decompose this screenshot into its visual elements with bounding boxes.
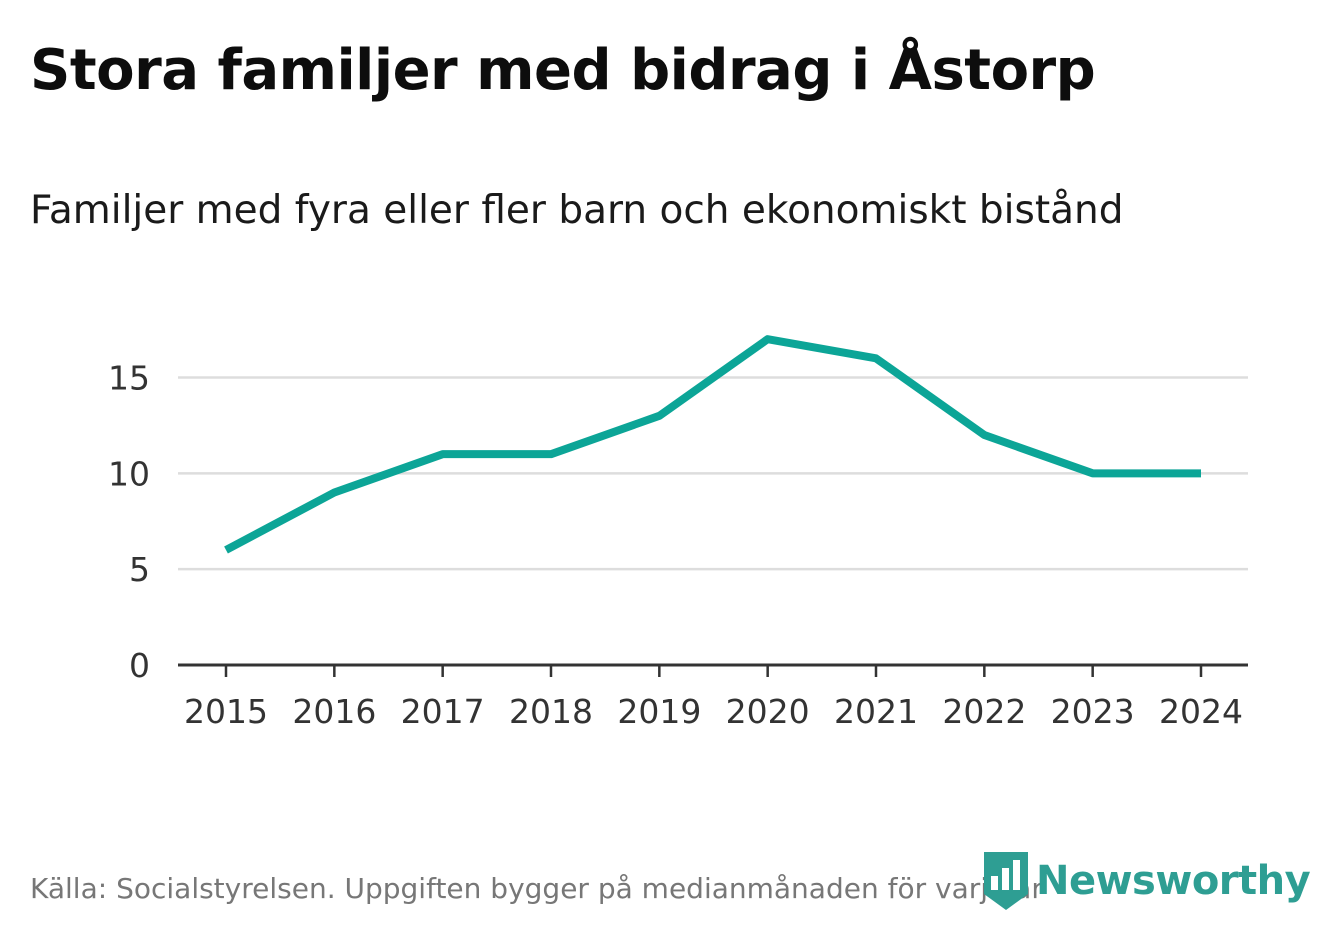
y-axis-ticks: 0 5 10 15	[108, 359, 150, 686]
x-tick-label: 2016	[292, 692, 376, 731]
series-layer	[224, 335, 1201, 554]
series-line	[224, 335, 1201, 554]
x-tick-label: 2017	[401, 692, 485, 731]
y-tick-label: 10	[108, 454, 150, 493]
x-tick-label: 2019	[617, 692, 701, 731]
x-tick-label: 2021	[834, 692, 918, 731]
x-axis-ticks: 2015 2016 2017 2018 2019 2020 2021 2022 2023 2024	[184, 665, 1243, 731]
chart-subtitle: Familjer med fyra eller fler barn och ek…	[30, 188, 1124, 233]
newsworthy-logo-text: Newsworthy	[1036, 858, 1311, 904]
y-tick-label: 0	[129, 646, 150, 685]
source-note: Källa: Socialstyrelsen. Uppgiften bygger…	[30, 872, 1043, 905]
x-tick-label: 2023	[1051, 692, 1135, 731]
newsworthy-logo-icon	[984, 852, 1028, 910]
x-tick-label: 2015	[184, 692, 268, 731]
x-tick-label: 2018	[509, 692, 593, 731]
y-tick-label: 5	[129, 550, 150, 589]
x-tick-label: 2022	[942, 692, 1026, 731]
x-tick-label: 2020	[726, 692, 810, 731]
y-tick-label: 15	[108, 359, 150, 398]
x-tick-label: 2024	[1159, 692, 1243, 731]
chart-title: Stora familjer med bidrag i Åstorp	[30, 38, 1096, 103]
newsworthy-logo: Newsworthy	[982, 850, 1311, 912]
